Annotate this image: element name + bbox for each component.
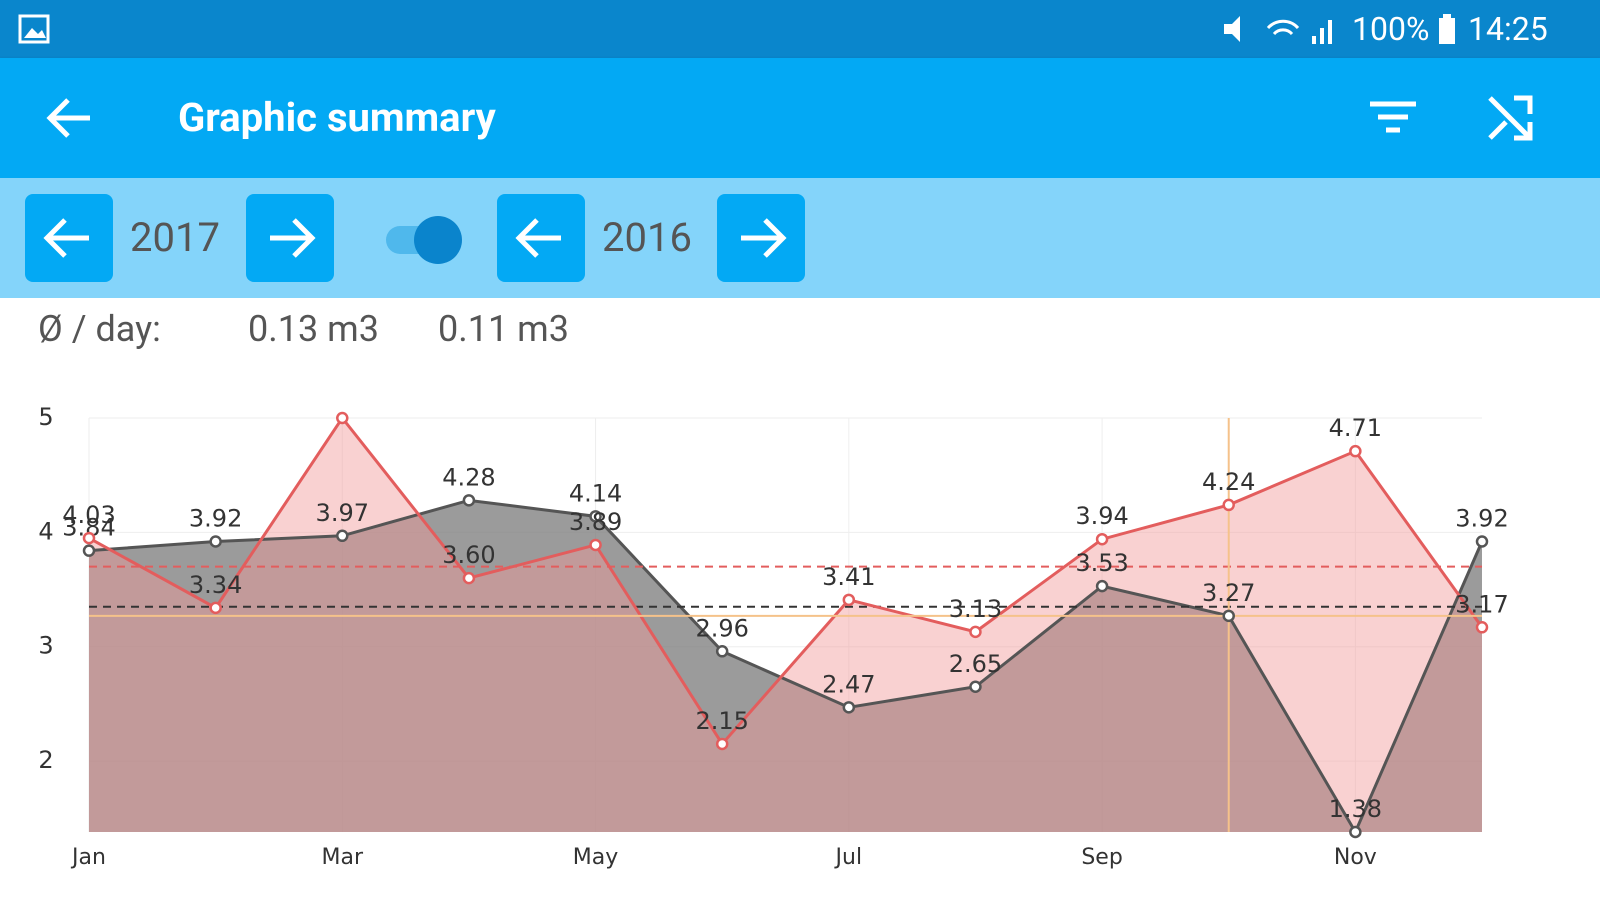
app-title: Graphic summary (178, 94, 496, 141)
clock: 14:25 (1468, 10, 1548, 48)
value-label: 2.96 (695, 614, 748, 642)
arrow-left (43, 218, 89, 258)
battery-text: 100% (1352, 10, 1430, 48)
data-point (715, 737, 729, 751)
filter-button[interactable] (1368, 98, 1418, 138)
data-point (1222, 609, 1235, 623)
data-point (715, 645, 729, 658)
x-tick-label: May (573, 845, 618, 870)
value-label: 3.27 (1202, 579, 1255, 607)
value-label: 4.28 (442, 463, 495, 491)
data-point (842, 593, 856, 607)
value-label: 2.47 (822, 670, 875, 698)
x-tick-label: Jan (70, 845, 106, 870)
status-icons (1224, 16, 1332, 44)
arrow-right (741, 218, 787, 258)
data-point (1095, 579, 1109, 593)
value-label: 3.17 (1455, 590, 1508, 618)
data-point (1475, 621, 1489, 634)
value-label: 3.94 (1075, 502, 1128, 530)
stats-value-b: 0.11 m3 (438, 308, 569, 350)
data-point (82, 544, 96, 557)
battery-icon (1439, 14, 1455, 44)
value-label: 3.97 (316, 499, 369, 527)
gallery-icon (18, 14, 50, 44)
x-tick-label: Nov (1334, 845, 1377, 870)
year-toolbar: 2017 2016 (0, 178, 1600, 298)
back-button[interactable] (44, 96, 94, 140)
data-point (336, 529, 349, 543)
value-label: 1.38 (1329, 795, 1382, 823)
stats-label: Ø / day: (38, 308, 161, 350)
prev-year-b[interactable] (497, 194, 585, 282)
app-bar: Graphic summary (0, 58, 1600, 178)
year-b: 2016 (602, 214, 692, 261)
value-label: 4.03 (62, 501, 115, 529)
next-year-a[interactable] (246, 194, 334, 282)
data-point (82, 531, 96, 545)
data-point (1349, 444, 1362, 458)
value-label: 3.13 (949, 595, 1002, 623)
data-point (1475, 535, 1489, 548)
x-tick-label: Jul (834, 845, 863, 870)
data-point (842, 701, 856, 714)
value-label: 2.15 (695, 707, 748, 735)
x-tick-label: Mar (322, 845, 364, 870)
value-label: 4.14 (569, 479, 622, 507)
data-point (969, 625, 982, 639)
value-label: 4.24 (1202, 468, 1255, 496)
prev-year-a[interactable] (25, 194, 113, 282)
value-label: 3.34 (189, 571, 242, 599)
data-point (1349, 825, 1362, 839)
shuffle-button[interactable] (1486, 94, 1534, 142)
compare-toggle[interactable] (382, 212, 468, 268)
data-point (462, 494, 476, 507)
series-line (88, 415, 1484, 747)
value-label: 3.41 (822, 563, 875, 591)
value-label: 3.53 (1075, 549, 1128, 577)
series-area (89, 500, 1482, 832)
value-label: 4.71 (1329, 414, 1382, 442)
data-point (336, 411, 349, 425)
data-point (969, 680, 982, 694)
status-bar: 100% 14:25 (0, 0, 1600, 58)
data-point (589, 510, 602, 523)
y-tick-label: 4 (38, 517, 53, 545)
data-point (1222, 498, 1235, 512)
value-label: 3.92 (1455, 505, 1508, 533)
data-point (462, 571, 476, 585)
stats-value-a: 0.13 m3 (248, 308, 379, 350)
y-tick-label: 5 (38, 403, 53, 431)
y-tick-label: 2 (38, 746, 53, 774)
next-year-b[interactable] (717, 194, 805, 282)
series-area (89, 418, 1482, 832)
value-label: 3.92 (189, 505, 242, 533)
y-tick-label: 3 (38, 632, 53, 660)
data-point (209, 601, 222, 615)
value-label: 3.60 (442, 541, 495, 569)
data-point (1095, 532, 1109, 546)
data-point (209, 535, 222, 548)
data-point (589, 538, 602, 552)
year-a: 2017 (130, 214, 220, 261)
value-label: 2.65 (949, 650, 1002, 678)
x-tick-label: Sep (1081, 845, 1122, 870)
arrow-left (515, 218, 561, 258)
series-line (88, 498, 1484, 836)
arrow-right (270, 218, 316, 258)
value-label: 3.89 (569, 508, 622, 536)
